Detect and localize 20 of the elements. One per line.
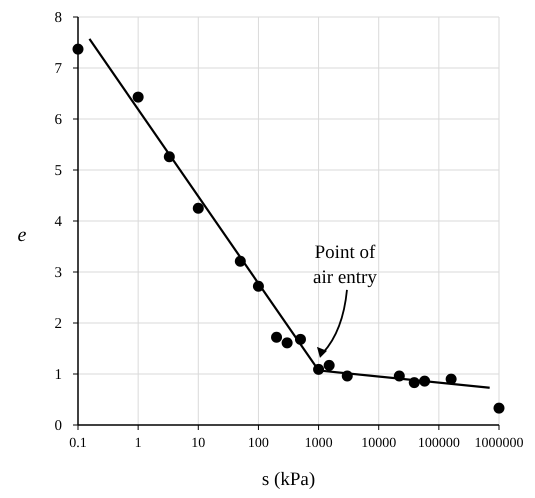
- x-tick-label: 10000: [361, 436, 396, 451]
- y-tick-label: 5: [54, 163, 62, 179]
- x-tick-label: 10: [191, 436, 206, 451]
- y-tick-label: 1: [54, 367, 62, 383]
- y-axis-title: e: [18, 224, 27, 246]
- x-axis-title: s (kPa): [262, 469, 316, 490]
- x-tick-label: 100000: [418, 436, 460, 451]
- x-tick-label: 0.1: [69, 436, 87, 451]
- x-tick-label: 1000: [304, 436, 333, 451]
- x-tick-label: 100: [248, 436, 269, 451]
- x-tick-label: 1000000: [474, 436, 524, 451]
- y-tick-label: 3: [54, 265, 62, 281]
- y-tick-label: 2: [54, 316, 62, 332]
- y-tick-label: 7: [54, 61, 62, 77]
- y-tick-label: 4: [54, 214, 62, 230]
- y-tick-label: 6: [54, 112, 62, 128]
- y-tick-label: 0: [54, 418, 62, 434]
- annotation: Point of air entry: [313, 242, 378, 288]
- x-tick-label: 1: [134, 436, 142, 451]
- y-tick-label: 8: [54, 10, 62, 26]
